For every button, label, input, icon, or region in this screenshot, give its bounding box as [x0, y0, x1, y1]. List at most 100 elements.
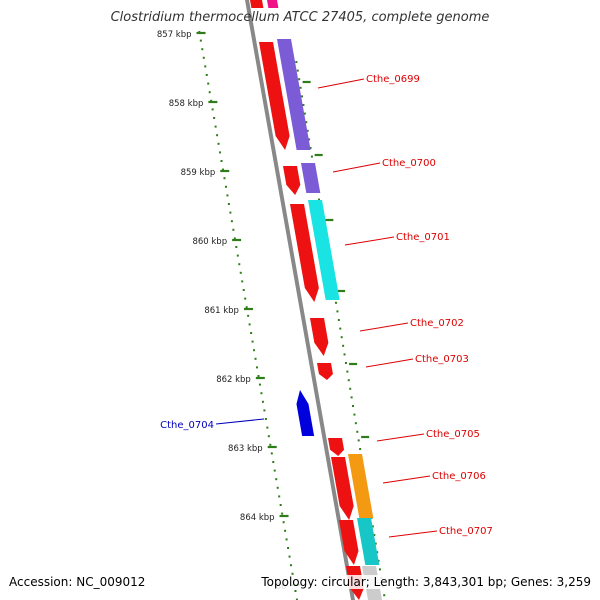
scale-minor-tick	[291, 572, 294, 575]
scale-minor-tick	[248, 323, 251, 326]
track-edge-tick	[303, 112, 306, 115]
gene-label[interactable]: Cthe_0707	[439, 526, 493, 537]
scale-minor-tick	[263, 409, 266, 412]
track-edge-tick	[299, 86, 302, 89]
cds-forward-arrow	[331, 457, 354, 520]
scale-minor-tick	[285, 538, 288, 541]
scale-minor-tick	[295, 598, 298, 600]
track-edge-tick	[295, 61, 298, 63]
gene-label-leader	[365, 358, 414, 368]
track-edge-tick	[335, 301, 338, 304]
track-edge-tick	[359, 448, 362, 450]
track-edge-tick	[373, 534, 376, 536]
scale-minor-tick	[233, 237, 236, 240]
track-edge-tick	[353, 413, 356, 416]
track-edge-tick	[336, 310, 339, 313]
scale-minor-tick	[256, 366, 259, 369]
scale-minor-tick	[199, 39, 202, 42]
cds-forward-arrow	[290, 204, 319, 302]
scale-minor-tick	[258, 383, 261, 386]
track-edge-tick	[371, 525, 374, 528]
gene-labels: Cthe_0699 Cthe_0700 Cthe_0701 Cthe_0702 Cthe…	[160, 74, 493, 538]
cds-forward-arrow	[317, 363, 333, 380]
scale-minor-tick	[216, 134, 219, 137]
scale-minor-tick	[236, 254, 239, 257]
gene-label-leader	[332, 162, 381, 173]
accession-text: Accession: NC_009012	[9, 575, 146, 589]
scale-tick-label: 862 kbp	[216, 375, 251, 385]
cog-band	[267, 0, 279, 8]
track-edge-tick	[378, 568, 381, 571]
gene-label[interactable]: Cthe_0700	[382, 158, 436, 169]
gene-label[interactable]: Cthe_0699	[366, 74, 420, 85]
scale-tick-label: 857 kbp	[157, 30, 192, 40]
scale-minor-tick	[272, 461, 275, 463]
gene-label[interactable]: Cthe_0703	[415, 354, 469, 365]
scale-minor-tick	[250, 332, 253, 334]
scale-tick-label: 863 kbp	[228, 444, 263, 454]
gene-features	[250, 0, 383, 600]
gene-label-leader	[317, 78, 365, 89]
track-edge-tick	[344, 362, 347, 364]
track-edge-tick	[309, 147, 312, 149]
scale-minor-tick	[242, 289, 245, 291]
scale-minor-tick	[266, 426, 269, 429]
scale-minor-tick	[232, 228, 235, 231]
gene-label-leader	[382, 475, 431, 484]
cog-band	[348, 454, 374, 518]
scale-minor-tick	[279, 504, 282, 506]
track-edge-tick	[308, 138, 311, 141]
track-edge-tick	[337, 319, 340, 321]
scale-minor-tick	[214, 125, 217, 128]
scale-minor-tick	[284, 529, 287, 532]
track-edge-tick	[310, 155, 313, 158]
scale-minor-tick	[211, 108, 214, 111]
cog-band	[301, 163, 321, 193]
scale-minor-tick	[241, 280, 244, 283]
track-edge-tick	[343, 353, 346, 356]
cog-band	[357, 518, 380, 565]
track-edge-tick	[350, 396, 353, 399]
scale-minor-tick	[270, 452, 273, 455]
track-edge-tick	[383, 594, 386, 597]
scale-minor-tick	[287, 547, 290, 549]
cds-forward-arrow	[339, 520, 359, 565]
scale-tick-label: 858 kbp	[169, 99, 204, 109]
scale-minor-tick	[251, 340, 254, 343]
scale-minor-tick	[290, 564, 293, 567]
gene-label[interactable]: Cthe_0705	[426, 429, 480, 440]
scale-minor-tick	[227, 203, 230, 205]
scale-minor-tick	[239, 271, 242, 274]
track-edge-tick	[347, 379, 350, 382]
scale-minor-tick	[224, 185, 227, 188]
scale-minor-tick	[278, 495, 281, 498]
scale-minor-tick	[281, 512, 284, 515]
gene-label[interactable]: Cthe_0702	[410, 318, 464, 329]
scale-minor-tick	[213, 117, 216, 119]
gene-label[interactable]: Cthe_0706	[432, 471, 486, 482]
cds-forward-arrow	[328, 438, 345, 456]
scale-minor-tick	[244, 297, 247, 300]
scale-minor-tick	[273, 469, 276, 472]
track-edge-tick	[296, 69, 299, 72]
scale-minor-tick	[204, 65, 207, 68]
scale-minor-tick	[294, 590, 297, 592]
scale-minor-tick	[267, 435, 270, 438]
scale-minor-tick	[260, 392, 263, 395]
track-edge-tick	[300, 95, 303, 98]
track-edge-tick	[302, 104, 305, 106]
scale-tick-label: 860 kbp	[192, 237, 227, 247]
gene-label[interactable]: Cthe_0701	[396, 232, 450, 243]
cds-forward-arrow	[250, 0, 264, 8]
track-edge-tick	[318, 198, 321, 201]
scale-minor-tick	[202, 56, 205, 59]
cog-band	[308, 200, 340, 300]
track-edge-tick	[298, 78, 301, 81]
gene-label[interactable]: Cthe_0704	[160, 420, 214, 431]
scale-minor-tick	[222, 168, 225, 171]
gene-label-leader	[344, 236, 395, 246]
track-edge-tick	[357, 439, 360, 442]
scale-minor-tick	[253, 349, 256, 352]
track-edge-tick	[354, 422, 357, 425]
gene-label-leader	[388, 530, 438, 538]
